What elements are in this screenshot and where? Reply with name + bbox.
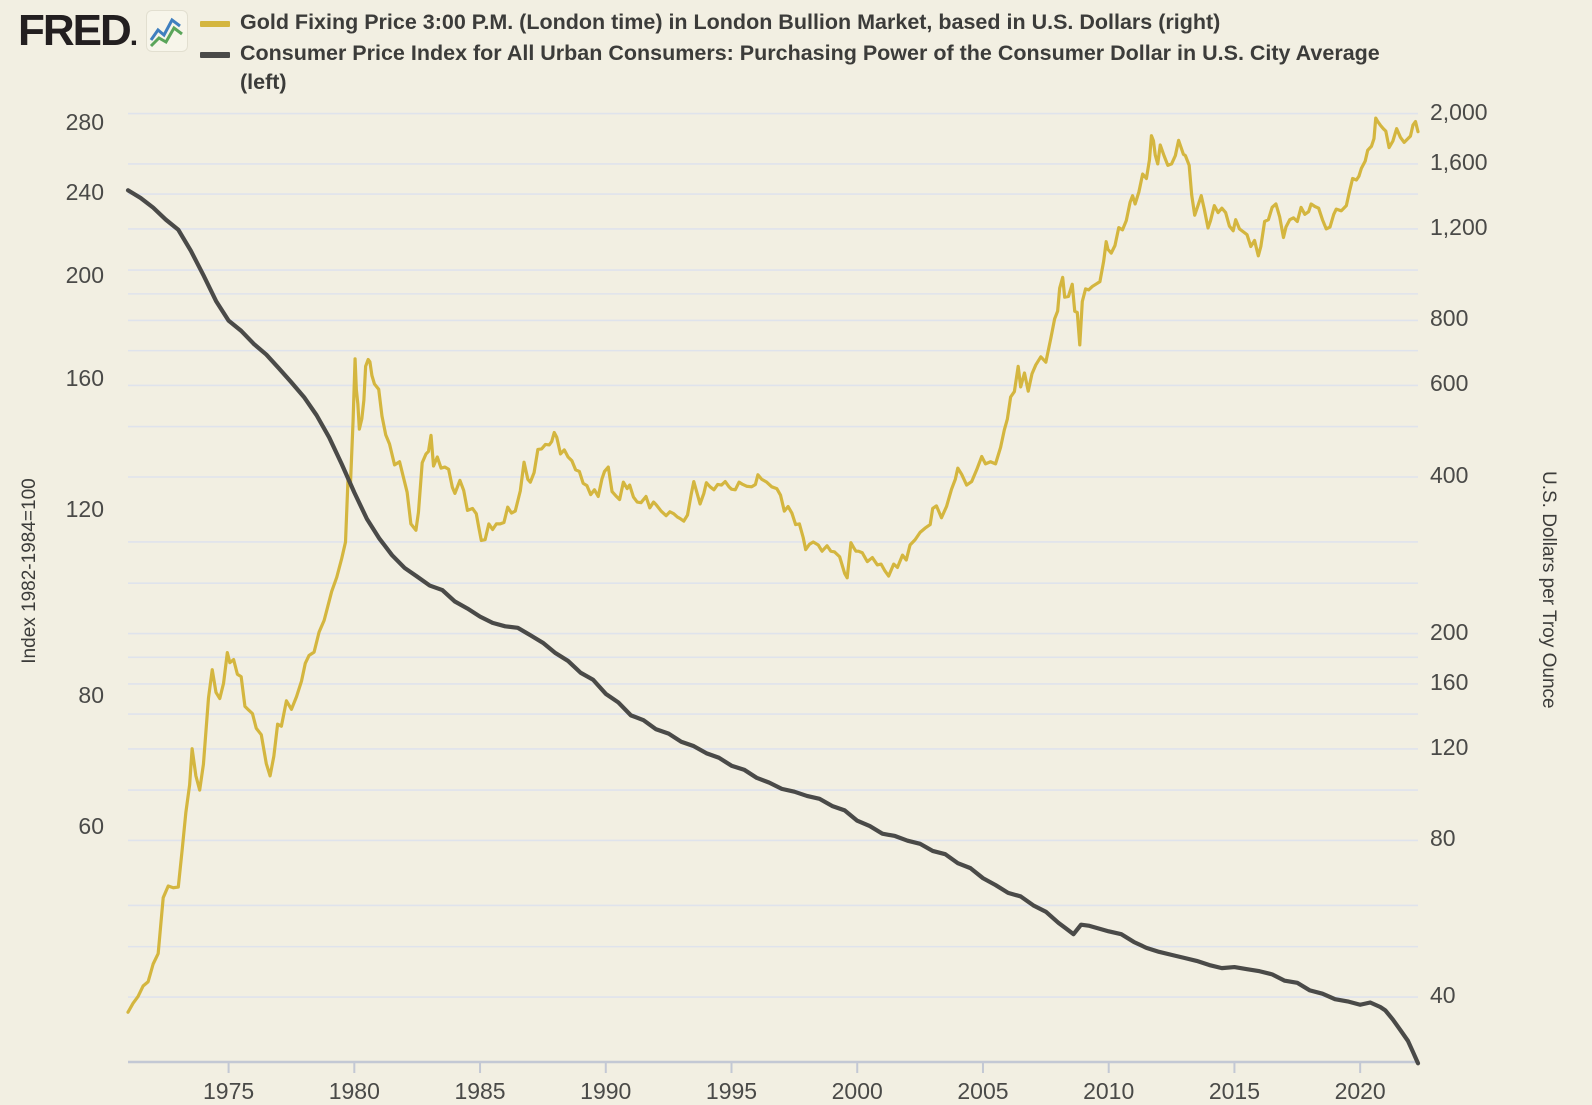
right-tick-160: 160 — [1430, 668, 1469, 695]
series-line-cpi — [125, 188, 1421, 1066]
left-tick-120: 120 — [65, 496, 104, 523]
right-tick-200: 200 — [1430, 618, 1469, 645]
x-tick-1980: 1980 — [328, 1078, 380, 1104]
series-line-gold — [126, 116, 1420, 1014]
fred-logo-dot: . — [129, 19, 138, 52]
right-tick-800: 800 — [1430, 305, 1469, 332]
legend-label-gold: Gold Fixing Price 3:00 P.M. (London time… — [240, 10, 1221, 34]
right-tick-80: 80 — [1430, 825, 1456, 852]
x-tick-2010: 2010 — [1083, 1078, 1135, 1104]
legend-item-cpi[interactable]: Consumer Price Index for All Urban Consu… — [200, 39, 1460, 97]
x-tick-1975: 1975 — [202, 1078, 255, 1104]
right-tick-40: 40 — [1430, 982, 1456, 1009]
right-axis-title: U.S. Dollars per Troy Ounce — [1538, 471, 1559, 709]
left-tick-160: 160 — [65, 364, 104, 391]
x-tick-2000: 2000 — [831, 1078, 883, 1104]
right-tick-2000: 2,000 — [1430, 98, 1488, 125]
fred-logo: FRED. — [18, 6, 138, 56]
left-tick-280: 280 — [65, 108, 104, 135]
x-tick-1985: 1985 — [454, 1078, 506, 1104]
right-tick-1200: 1,200 — [1430, 213, 1488, 240]
left-tick-80: 80 — [78, 681, 104, 708]
legend: Gold Fixing Price 3:00 P.M. (London time… — [200, 8, 1460, 99]
x-tick-2005: 2005 — [957, 1078, 1009, 1104]
x-tick-marks — [227, 1062, 1362, 1073]
x-tick-1995: 1995 — [705, 1078, 758, 1104]
right-tick-600: 600 — [1430, 370, 1469, 397]
legend-label-cpi: Consumer Price Index for All Urban Consu… — [240, 41, 1380, 94]
left-tick-200: 200 — [65, 262, 104, 289]
gridlines — [128, 112, 1418, 998]
right-tick-120: 120 — [1430, 733, 1469, 760]
x-tick-2015: 2015 — [1208, 1078, 1260, 1104]
x-tick-1990: 1990 — [580, 1078, 632, 1104]
right-tick-1600: 1,600 — [1430, 148, 1488, 175]
x-tick-2020: 2020 — [1334, 1078, 1386, 1104]
legend-swatch-cpi — [200, 52, 230, 58]
left-tick-60: 60 — [78, 813, 104, 840]
fred-wordmark: FRED — [18, 6, 132, 55]
legend-swatch-gold — [200, 21, 230, 27]
left-tick-240: 240 — [65, 179, 104, 206]
line-chart-icon — [146, 10, 188, 52]
legend-item-gold[interactable]: Gold Fixing Price 3:00 P.M. (London time… — [200, 8, 1460, 37]
right-tick-400: 400 — [1430, 462, 1469, 488]
chart-header: FRED. Gold Fixing Price 3:00 P.M. (Londo… — [0, 0, 1592, 96]
